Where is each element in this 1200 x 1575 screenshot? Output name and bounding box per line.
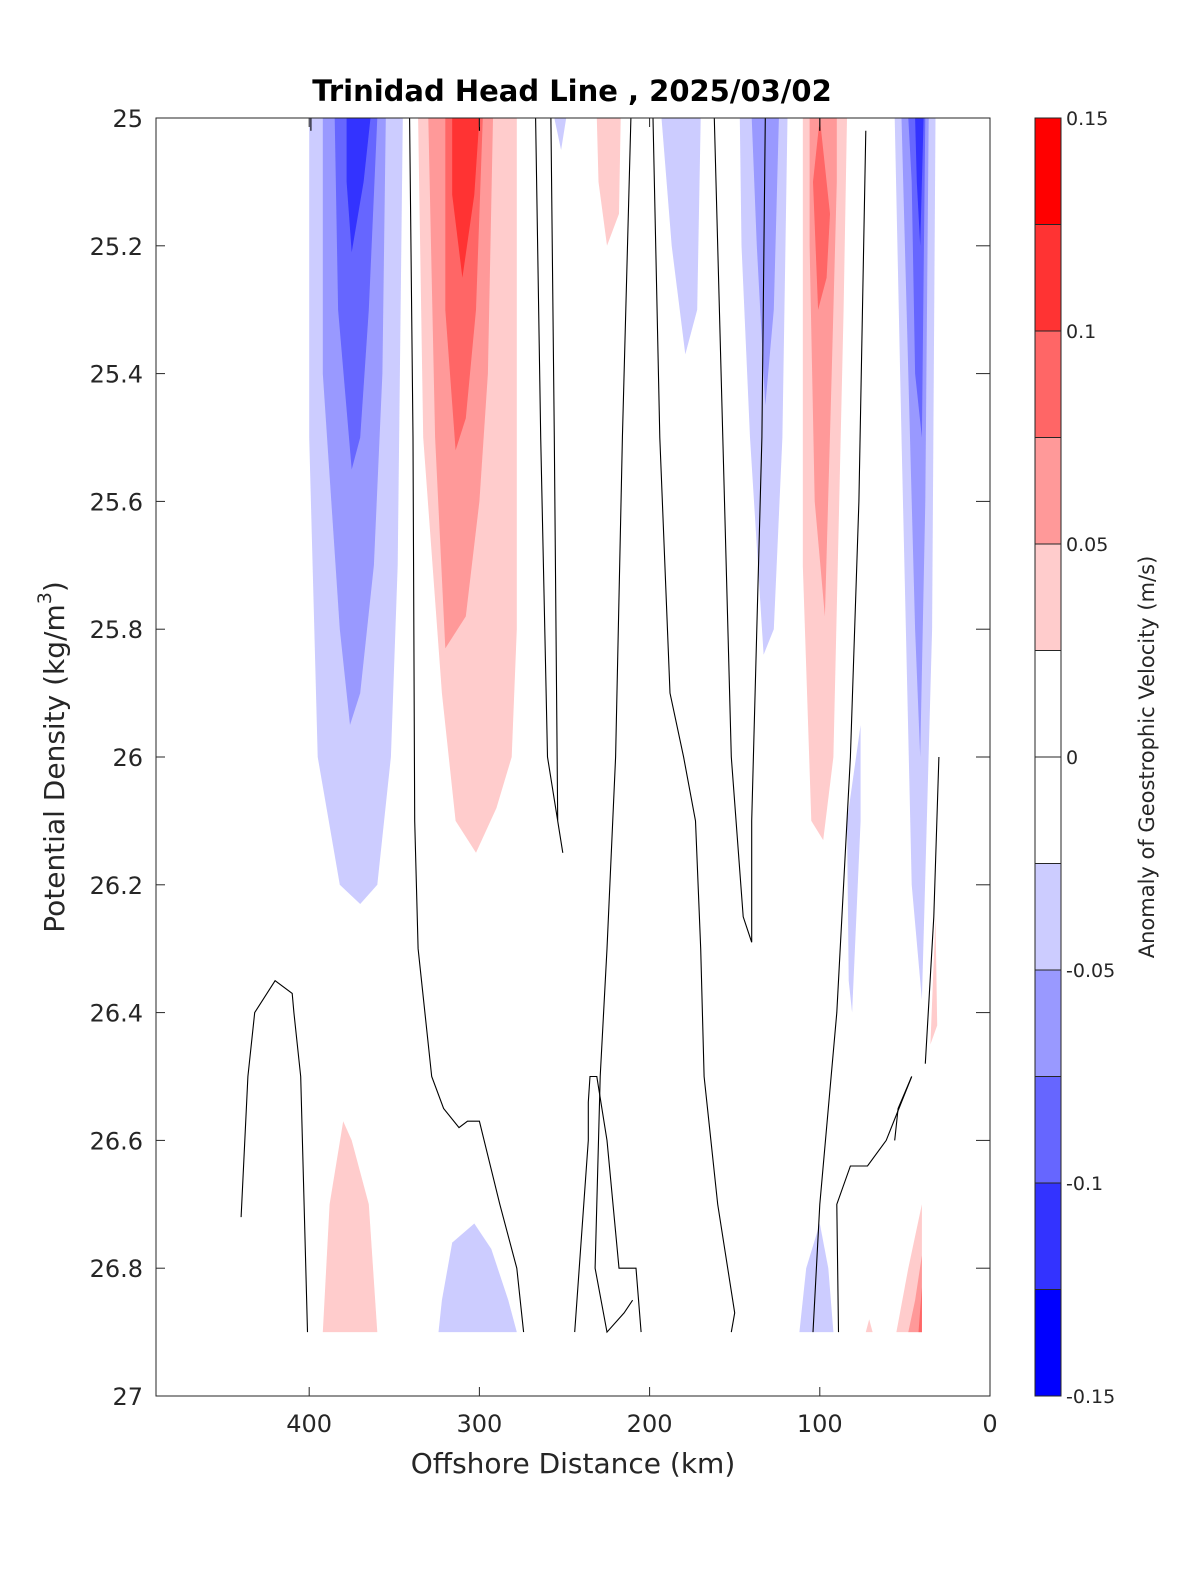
colorbar-swatch: [1034, 1076, 1062, 1184]
colorbar-swatch: [1034, 1182, 1062, 1290]
y-axis-label-base: Potential Density (kg/m: [38, 604, 71, 933]
contour-fill-pos-26: [908, 1255, 922, 1333]
contour-fill-neg-8: [554, 118, 567, 150]
plot-background: [156, 118, 990, 1396]
y-tick-label: 25.6: [90, 488, 143, 516]
y-tick-label: 26: [112, 744, 143, 772]
contour-fill-neg-2: [334, 118, 378, 470]
colorbar-swatch: [1034, 756, 1062, 864]
contour-fill-pos-27: [918, 1287, 922, 1333]
colorbar-tick-label: -0.15: [1066, 1386, 1115, 1408]
x-tick-label: 100: [797, 1410, 843, 1438]
contour-fill-neg-3: [346, 118, 371, 253]
y-axis-label: Potential Density (kg/m3): [34, 581, 71, 933]
zero-contour-line-11: [836, 1076, 913, 1333]
zero-contour-line-13: [924, 756, 940, 1064]
contour-fill-pos-15: [813, 118, 830, 310]
zero-contour-lines: [240, 117, 940, 1334]
colorbar-swatch: [1034, 650, 1062, 758]
contour-fill-neg-11: [739, 118, 788, 655]
colorbar: 0.15 0.1 0.05 0 -0.05 -0.1 -0.15: [1034, 108, 1115, 1408]
colorbar-label: Anomaly of Geostrophic Velocity (m/s): [1135, 556, 1159, 959]
colorbar-tick-label: -0.05: [1066, 960, 1115, 982]
x-axis-ticks: 400 300 200 100 0: [286, 118, 998, 1438]
zero-contour-line-10: [812, 130, 867, 1333]
contour-fill-neg-10: [661, 118, 701, 355]
x-tick-label: 0: [982, 1410, 997, 1438]
x-tick-label: 300: [456, 1410, 502, 1438]
contour-fill-neg-20: [915, 118, 924, 246]
contour-fill-pos-28: [865, 1319, 873, 1333]
y-tick-label: 25.2: [90, 233, 143, 261]
zero-contour-line-12: [894, 1076, 913, 1141]
colorbar-tick-label: 0.15: [1066, 108, 1108, 130]
contour-fill-neg-23: [438, 1223, 517, 1333]
contour-fill-pos-22: [322, 1121, 378, 1333]
zero-contour-line-7: [713, 117, 766, 943]
colorbar-swatch: [1034, 543, 1062, 651]
y-tick-label: 25: [112, 105, 143, 133]
colorbar-tick-label: 0.1: [1066, 321, 1096, 343]
plot-area: 400 300 200 100 0 25 25.2 25.4 25.6 25.8 26 26.2 26…: [90, 105, 998, 1438]
contour-fill-neg-16: [847, 725, 861, 1013]
colorbar-tick-label: -0.1: [1066, 1173, 1103, 1195]
chart-title: Trinidad Head Line , 2025/03/02: [312, 74, 832, 108]
colorbar-tick-label: 0.05: [1066, 534, 1108, 556]
x-axis-label: Offshore Distance (km): [411, 1447, 736, 1480]
y-axis-ticks: 25 25.2 25.4 25.6 25.8 26 26.2 26.4 26.6 26.8 27: [90, 105, 990, 1411]
contour-fill-pos-9: [596, 118, 621, 246]
y-tick-label: 26.4: [90, 1000, 143, 1028]
colorbar-swatch: [1034, 330, 1062, 438]
y-tick-label: 25.8: [90, 616, 143, 644]
x-tick-label: 400: [286, 1410, 332, 1438]
zero-contour-line-5: [594, 117, 634, 1334]
colorbar-swatch: [1034, 863, 1062, 971]
zero-contour-line-9: [574, 1075, 642, 1333]
colorbar-tick-label: 0: [1066, 747, 1078, 769]
filled-contours: [309, 118, 938, 1333]
colorbar-swatch: [1034, 1289, 1062, 1397]
zero-contour-line-8: [240, 979, 309, 1333]
y-axis-label-end: ): [38, 581, 71, 592]
y-axis-label-superscript: 3: [34, 592, 56, 604]
colorbar-swatch: [1034, 117, 1062, 225]
colorbar-swatch: [1034, 969, 1062, 1077]
colorbar-swatch: [1034, 437, 1062, 545]
y-tick-label: 26.2: [90, 872, 143, 900]
colorbar-swatch: [1034, 224, 1062, 332]
y-tick-label: 25.4: [90, 361, 143, 389]
colorbar-frame: [1034, 117, 1062, 1397]
contour-fill-pos-21: [930, 916, 938, 1045]
y-tick-label: 26.8: [90, 1255, 143, 1283]
x-tick-label: 200: [627, 1410, 673, 1438]
zero-contour-line-6: [652, 117, 736, 1333]
contour-fill-neg-12: [751, 118, 779, 406]
zero-contour-line-4: [535, 117, 564, 853]
y-tick-label: 26.6: [90, 1127, 143, 1155]
contour-fill-pos-7: [452, 118, 480, 278]
zero-contour-line-3: [409, 117, 525, 1333]
y-tick-label: 27: [112, 1383, 143, 1411]
